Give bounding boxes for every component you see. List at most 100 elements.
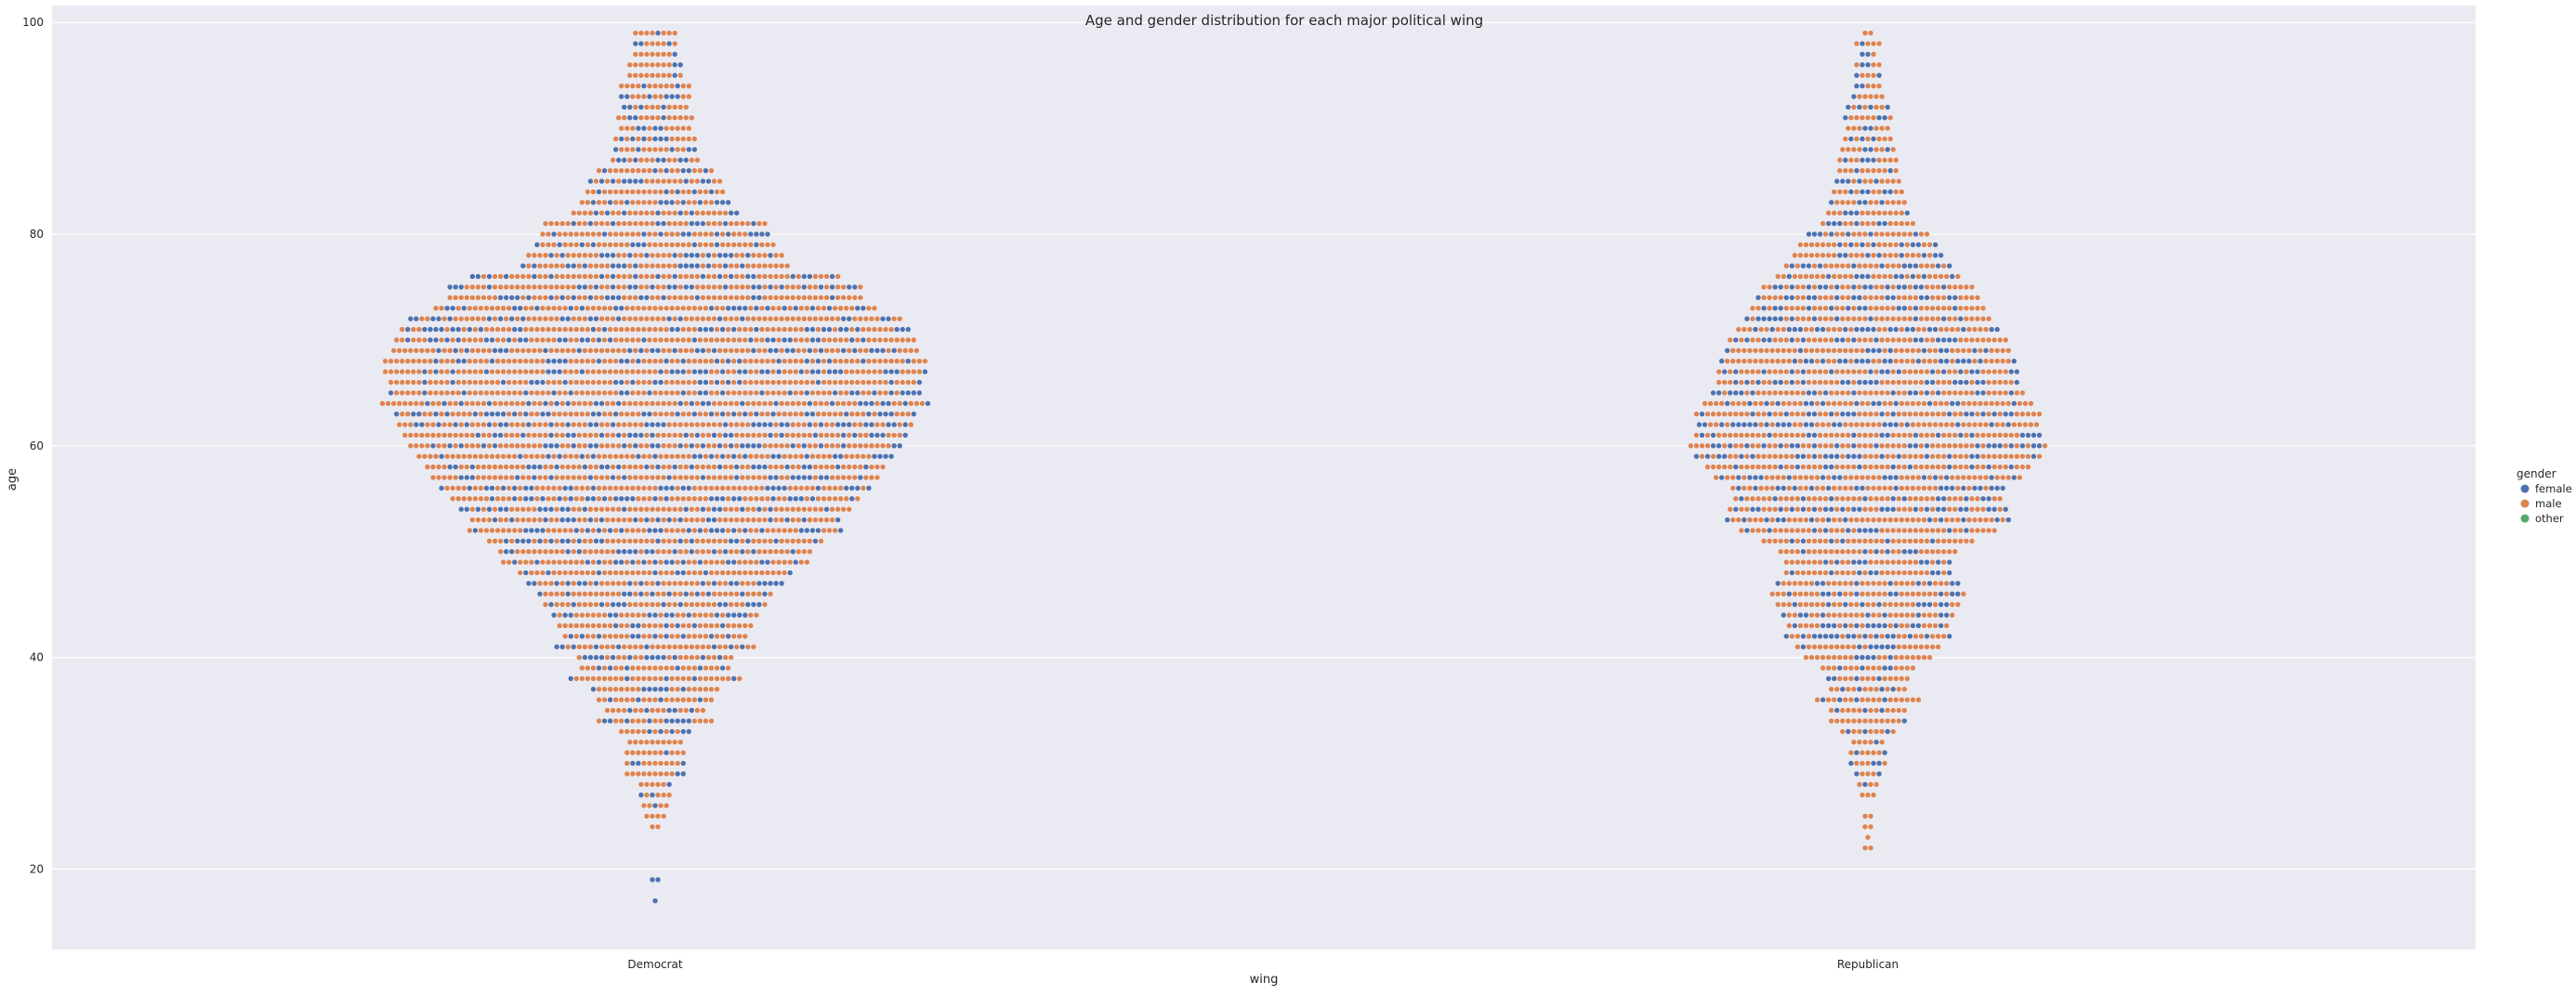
data-point-male: [1794, 369, 1800, 374]
data-point-male: [835, 506, 841, 512]
data-point-male: [1857, 369, 1862, 374]
data-point-male: [613, 485, 619, 491]
data-point-male: [658, 496, 664, 502]
data-point-female: [1887, 359, 1893, 364]
data-point-male: [807, 538, 812, 544]
data-point-male: [490, 380, 495, 386]
data-point-male: [1890, 570, 1896, 576]
data-point-male: [498, 443, 504, 449]
data-point-female: [504, 538, 509, 544]
data-point-male: [658, 390, 664, 396]
data-point-male: [798, 412, 804, 417]
data-point-male: [658, 771, 664, 777]
data-point-male: [1862, 687, 1868, 692]
data-point-male: [1896, 644, 1901, 649]
data-point-male: [652, 390, 658, 396]
data-point-male: [1764, 475, 1769, 480]
data-point-male: [411, 380, 416, 386]
data-point-male: [504, 465, 509, 470]
data-point-male: [1851, 708, 1857, 714]
data-point-male: [652, 676, 658, 682]
data-point-male: [498, 549, 504, 555]
data-point-male: [698, 337, 703, 343]
data-point-male: [585, 453, 591, 459]
data-point-female: [709, 496, 715, 502]
data-point-male: [1736, 359, 1741, 364]
data-point-male: [779, 506, 784, 512]
data-point-female: [641, 125, 647, 131]
data-point-male: [694, 655, 700, 661]
data-point-female: [591, 200, 597, 205]
data-point-male: [1778, 433, 1783, 439]
data-point-male: [1725, 475, 1730, 480]
data-point-male: [691, 168, 697, 174]
data-point-female: [1820, 327, 1826, 333]
data-point-female: [677, 316, 683, 321]
data-point-female: [861, 337, 866, 343]
data-point-female: [709, 412, 715, 417]
data-point-male: [562, 327, 568, 333]
data-point-female: [655, 210, 661, 216]
data-point-male: [664, 570, 669, 576]
data-point-male: [1890, 718, 1896, 724]
data-point-female: [1851, 337, 1857, 343]
data-point-female: [658, 528, 664, 533]
data-point-female: [810, 369, 816, 374]
data-point-female: [1733, 390, 1739, 396]
data-point-male: [476, 422, 481, 427]
data-point-male: [579, 200, 585, 205]
data-point-male: [1896, 559, 1901, 565]
data-point-male: [613, 453, 619, 459]
data-point-female: [1890, 390, 1896, 396]
data-point-male: [748, 359, 754, 364]
data-point-male: [745, 263, 751, 269]
data-point-male: [1744, 433, 1750, 439]
data-point-male: [650, 518, 655, 523]
data-point-female: [849, 390, 855, 396]
data-point-male: [784, 295, 790, 300]
data-point-male: [2000, 400, 2005, 406]
data-point-female: [627, 115, 633, 121]
data-point-male: [1871, 581, 1876, 586]
data-point-male: [784, 443, 790, 449]
data-point-male: [464, 284, 469, 290]
data-point-female: [447, 284, 453, 290]
data-point-male: [1834, 549, 1840, 555]
data-point-male: [1728, 506, 1733, 512]
data-point-female: [641, 137, 647, 142]
data-point-female: [1916, 612, 1922, 618]
data-point-female: [520, 263, 526, 269]
data-point-female: [1991, 506, 1997, 512]
data-point-male: [554, 253, 559, 258]
data-point-female: [691, 412, 697, 417]
data-point-male: [1783, 528, 1789, 533]
data-point-male: [1807, 559, 1812, 565]
data-point-male: [1939, 422, 1944, 427]
data-point-male: [795, 347, 801, 353]
data-point-female: [422, 380, 427, 386]
data-point-male: [582, 295, 587, 300]
data-point-female: [532, 465, 537, 470]
data-point-male: [1958, 465, 1964, 470]
data-point-male: [1794, 634, 1800, 639]
data-point-female: [1711, 390, 1716, 396]
data-point-male: [2003, 380, 2008, 386]
data-point-male: [630, 485, 636, 491]
data-point-male: [782, 496, 787, 502]
data-point-female: [807, 422, 812, 427]
data-point-male: [1876, 422, 1882, 427]
data-point-male: [776, 380, 782, 386]
data-point-female: [729, 433, 734, 439]
data-point-female: [1927, 327, 1933, 333]
data-point-male: [464, 295, 469, 300]
data-point-male: [597, 718, 602, 724]
data-point-male: [669, 84, 675, 89]
data-point-female: [1939, 612, 1944, 618]
data-point-male: [1750, 380, 1755, 386]
data-point-female: [743, 306, 748, 311]
data-point-male: [1801, 433, 1807, 439]
data-point-male: [551, 496, 557, 502]
data-point-male: [1741, 475, 1747, 480]
data-point-male: [726, 390, 731, 396]
data-point-male: [1947, 496, 1952, 502]
